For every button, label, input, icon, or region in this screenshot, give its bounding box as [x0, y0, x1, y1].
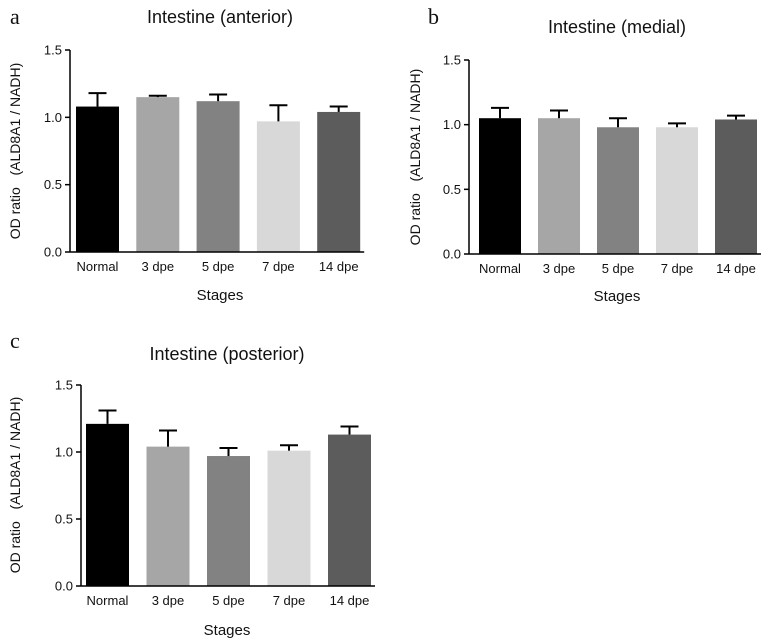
bar-14-dpe [328, 434, 371, 586]
x-tick-label: 7 dpe [262, 259, 295, 274]
y-tick-label: 1.5 [443, 53, 461, 68]
bar-7-dpe [656, 127, 698, 254]
y-tick-label: 0.0 [443, 247, 461, 262]
x-tick-label: Normal [77, 259, 119, 274]
bar-normal [86, 423, 129, 586]
y-tick-label: 1.0 [44, 110, 62, 125]
panel-letter: a [10, 4, 20, 29]
chart-panel-b: b Intestine (medial) Normal 3 dpe 5 dpe 7 dpe… [407, 4, 761, 305]
y-tick-label: 0.5 [44, 177, 62, 192]
panel-letter: b [428, 4, 439, 29]
x-tick-label: 7 dpe [661, 261, 694, 276]
x-tick-label: Normal [87, 593, 129, 608]
y-axis-label: OD ratio (ALD8A1 / NADH) [407, 69, 423, 246]
x-tick-label: 5 dpe [202, 259, 235, 274]
bar-5-dpe [196, 101, 240, 252]
x-tick-label: 3 dpe [142, 259, 175, 274]
bar-7-dpe [256, 121, 300, 252]
y-tick-label: 1.5 [55, 378, 73, 393]
y-axis-label: OD ratio (ALD8A1 / NADH) [7, 397, 23, 574]
x-tick-label: 5 dpe [212, 593, 245, 608]
x-tick-label: 14 dpe [716, 261, 756, 276]
x-tick-label: 14 dpe [330, 593, 370, 608]
y-tick-label: 1.0 [55, 445, 73, 460]
bar-normal [479, 118, 521, 254]
bar-7-dpe [267, 450, 311, 586]
y-axis-label: OD ratio (ALD8A1 / NADH) [7, 63, 23, 240]
y-tick-label: 0.5 [55, 512, 73, 527]
chart-panel-a: a Intestine (anterior) Normal 3 dpe 5 dpe 7 d… [7, 4, 365, 304]
bar-14-dpe [317, 111, 361, 253]
x-tick-label: 3 dpe [152, 593, 185, 608]
y-tick-label: 0.0 [44, 245, 62, 260]
chart-panel-c: c Intestine (posterior) Normal 3 dpe 5 dpe 7 … [7, 328, 375, 639]
chart-title: Intestine (medial) [548, 17, 686, 37]
bar-5-dpe [207, 456, 250, 586]
x-tick-label: 5 dpe [602, 261, 635, 276]
y-tick-label: 0.5 [443, 182, 461, 197]
x-tick-label: 14 dpe [319, 259, 359, 274]
bar-3-dpe [146, 446, 190, 586]
x-tick-label: 3 dpe [543, 261, 576, 276]
x-tick-label: 7 dpe [273, 593, 306, 608]
y-tick-label: 1.0 [443, 117, 461, 132]
x-axis-label: Stages [197, 287, 244, 304]
bar-3-dpe [136, 97, 180, 252]
bar-normal [76, 106, 119, 252]
y-tick-label: 1.5 [44, 43, 62, 58]
x-tick-label: Normal [479, 261, 521, 276]
chart-title: Intestine (anterior) [147, 7, 293, 27]
bar-3-dpe [538, 118, 580, 254]
panel-letter: c [10, 328, 20, 353]
bar-5-dpe [597, 127, 639, 254]
bar-14-dpe [715, 119, 757, 254]
y-tick-label: 0.0 [55, 579, 73, 594]
x-axis-label: Stages [204, 622, 251, 639]
chart-title: Intestine (posterior) [149, 344, 304, 364]
x-axis-label: Stages [594, 288, 641, 305]
